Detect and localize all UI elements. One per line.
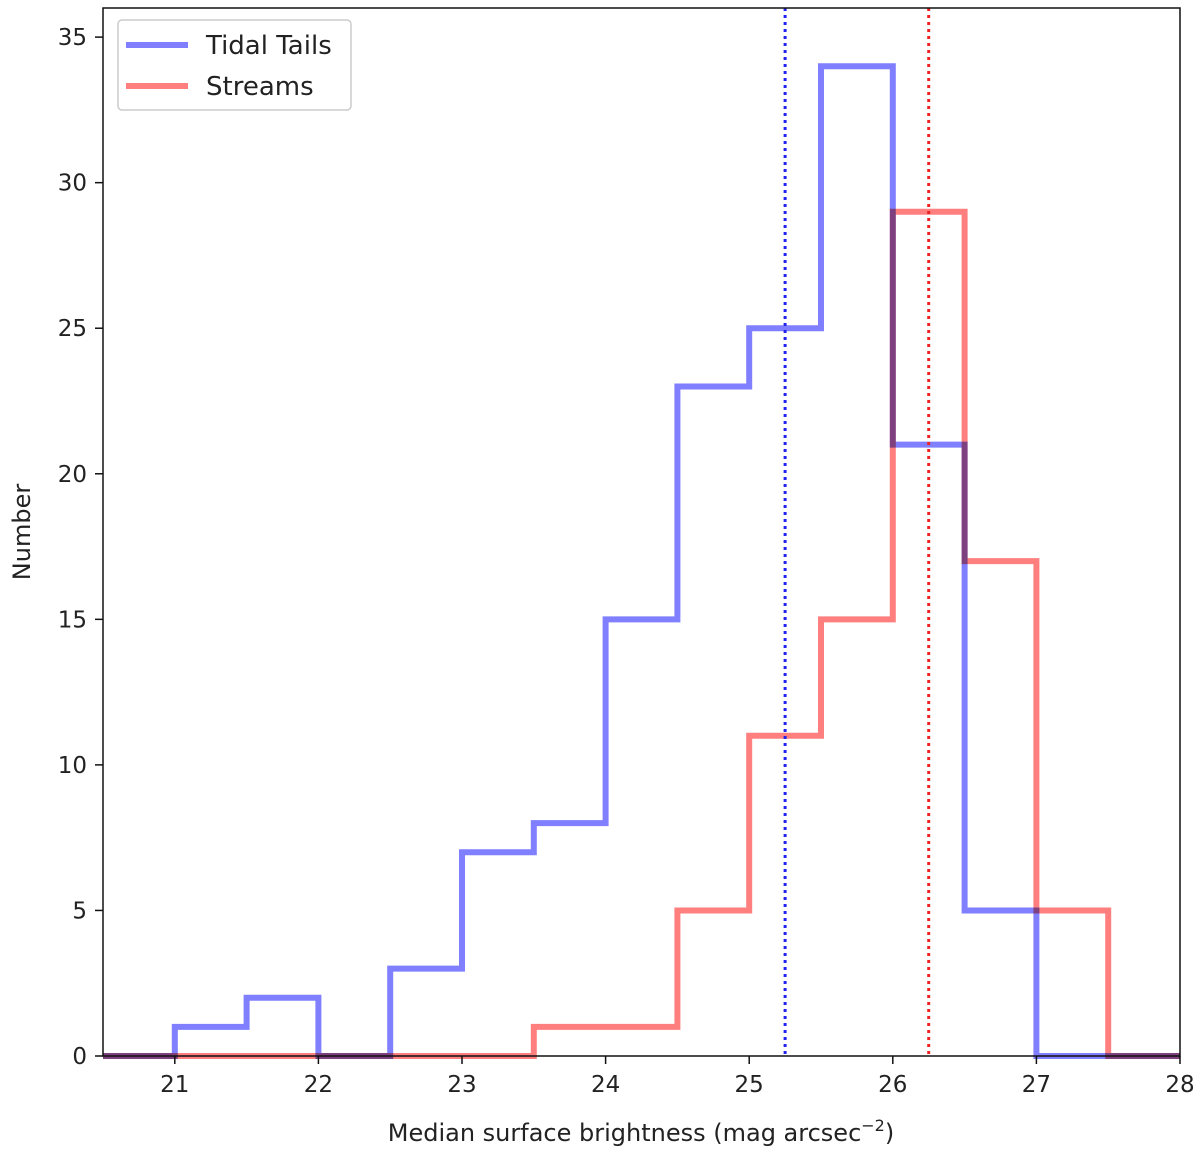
x-tick-label: 22 bbox=[304, 1072, 333, 1098]
y-tick-label: 30 bbox=[58, 171, 87, 197]
y-tick-label: 5 bbox=[72, 898, 87, 924]
x-axis-ticks: 21 22 23 24 25 26 27 28 bbox=[160, 1056, 1195, 1098]
y-tick-label: 10 bbox=[58, 753, 87, 779]
legend-label-streams: Streams bbox=[206, 72, 314, 102]
x-tick-label: 25 bbox=[735, 1072, 764, 1098]
x-axis-label-close: ) bbox=[885, 1119, 894, 1147]
x-tick-label: 24 bbox=[591, 1072, 620, 1098]
y-tick-label: 15 bbox=[58, 607, 87, 633]
y-tick-label: 0 bbox=[72, 1044, 87, 1070]
x-tick-label: 21 bbox=[160, 1072, 189, 1098]
x-axis-label: Median surface brightness (mag arcsec−2) bbox=[388, 1116, 894, 1147]
x-tick-label: 28 bbox=[1165, 1072, 1194, 1098]
legend: Tidal Tails Streams bbox=[117, 19, 352, 111]
x-axis-label-superscript: −2 bbox=[861, 1116, 885, 1135]
histogram-tidal-tails bbox=[103, 63, 1180, 1059]
x-tick-label: 27 bbox=[1022, 1072, 1051, 1098]
y-axis-ticks: 0 5 10 15 20 25 30 35 bbox=[58, 25, 103, 1070]
x-tick-label: 23 bbox=[447, 1072, 476, 1098]
y-axis-label: Number bbox=[8, 484, 36, 581]
x-tick-label: 26 bbox=[878, 1072, 907, 1098]
plot-background bbox=[103, 8, 1180, 1056]
plot-frame bbox=[102, 7, 1181, 1057]
y-tick-label: 25 bbox=[58, 316, 87, 342]
legend-label-tidal-tails: Tidal Tails bbox=[205, 31, 332, 61]
x-axis-label-main: Median surface brightness (mag arcsec bbox=[388, 1119, 862, 1147]
y-tick-label: 20 bbox=[58, 462, 87, 488]
y-tick-label: 35 bbox=[58, 25, 87, 51]
